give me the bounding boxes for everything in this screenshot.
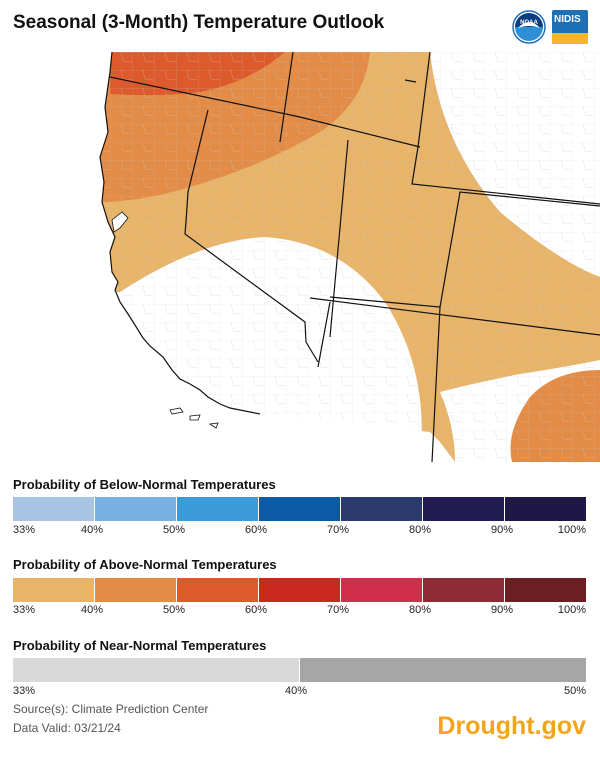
- svg-text:NOAA: NOAA: [520, 20, 538, 26]
- above-tick-90: 90%: [491, 604, 514, 616]
- below-seg-70-80: [341, 497, 423, 521]
- below-seg-33-40: [13, 497, 95, 521]
- below-tick-90: 90%: [491, 524, 514, 536]
- below-tick-100: 100%: [557, 524, 586, 536]
- source-text: Source(s): Climate Prediction Center: [13, 702, 209, 716]
- noaa-logo[interactable]: NOAA: [512, 10, 546, 44]
- near-normal-legend-title: Probability of Near-Normal Temperatures: [13, 638, 267, 653]
- nidis-logo[interactable]: NIDIS: [552, 10, 588, 44]
- below-tick-70: 70%: [327, 524, 350, 536]
- below-tick-80: 80%: [409, 524, 432, 536]
- below-tick-60: 60%: [245, 524, 268, 536]
- above-tick-80: 80%: [409, 604, 432, 616]
- above-seg-70-80: [341, 578, 423, 602]
- data-valid-text: Data Valid: 03/21/24: [13, 721, 121, 735]
- above-seg-33-40: [13, 578, 95, 602]
- near-normal-color-bar: [13, 658, 586, 682]
- above-tick-40: 40%: [81, 604, 104, 616]
- below-tick-50: 50%: [163, 524, 186, 536]
- above-normal-ticks: 33% 40% 50% 60% 70% 80% 90% 100%: [13, 604, 586, 618]
- below-normal-color-bar: [13, 497, 586, 521]
- above-seg-50-60: [177, 578, 259, 602]
- above-tick-33: 33%: [13, 604, 36, 616]
- below-seg-50-60: [177, 497, 259, 521]
- near-tick-33: 33%: [13, 685, 36, 697]
- near-tick-50: 50%: [563, 685, 586, 697]
- below-tick-33: 33%: [13, 524, 36, 536]
- coastline: [99, 52, 261, 415]
- bay-area: [111, 211, 129, 233]
- drought-gov-brand[interactable]: Drought.gov: [437, 712, 586, 740]
- nidis-logo-text: NIDIS: [554, 14, 581, 25]
- logo-group: NOAA NIDIS: [512, 10, 588, 44]
- near-seg-40-50: [300, 658, 586, 682]
- below-seg-80-90: [423, 497, 505, 521]
- page-title: Seasonal (3-Month) Temperature Outlook: [13, 12, 385, 33]
- above-tick-70: 70%: [327, 604, 350, 616]
- state-borders: [109, 52, 600, 462]
- below-normal-ticks: 33% 40% 50% 60% 70% 80% 90% 100%: [13, 524, 586, 538]
- below-normal-legend-title: Probability of Below-Normal Temperatures: [13, 477, 276, 492]
- below-seg-60-70: [259, 497, 341, 521]
- channel-islands: [169, 407, 219, 429]
- temperature-outlook-map: [0, 52, 600, 462]
- above-seg-80-90: [423, 578, 505, 602]
- above-seg-60-70: [259, 578, 341, 602]
- near-seg-33-40: [13, 658, 299, 682]
- above-seg-90-100: [505, 578, 586, 602]
- above-tick-100: 100%: [557, 604, 586, 616]
- above-normal-legend-title: Probability of Above-Normal Temperatures: [13, 557, 277, 572]
- below-tick-40: 40%: [81, 524, 104, 536]
- above-tick-60: 60%: [245, 604, 268, 616]
- near-normal-ticks: 33% 40% 50%: [13, 685, 586, 699]
- near-tick-40: 40%: [285, 685, 308, 697]
- above-tick-50: 50%: [163, 604, 186, 616]
- above-seg-40-50: [95, 578, 177, 602]
- above-normal-color-bar: [13, 578, 586, 602]
- below-seg-90-100: [505, 497, 586, 521]
- below-seg-40-50: [95, 497, 177, 521]
